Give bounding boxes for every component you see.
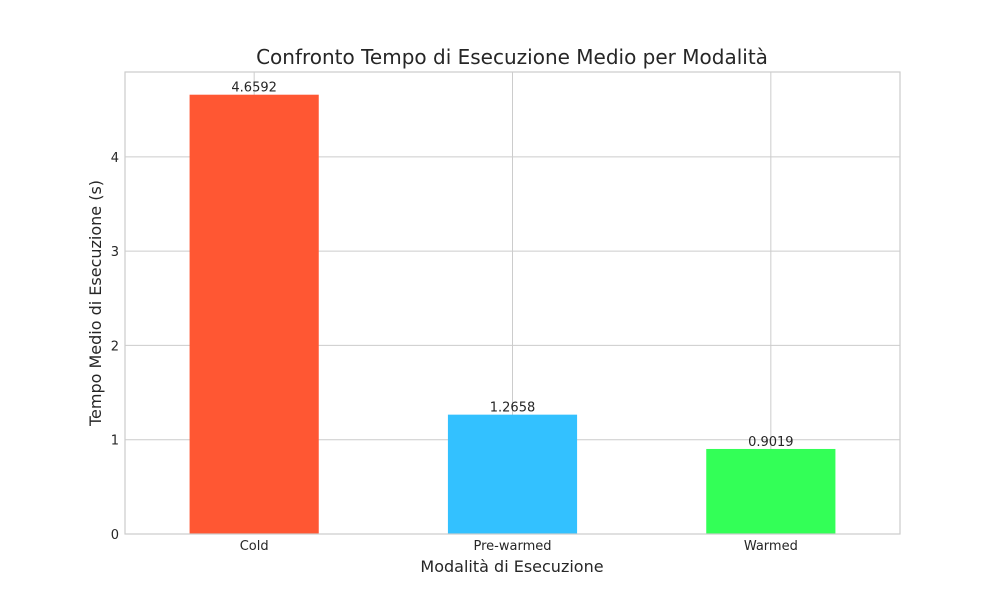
data-label: 4.6592 [231,81,277,96]
bar-cold [189,94,319,534]
bar-pre-warmed [447,414,578,534]
y-tick-label: 0 [111,528,119,543]
x-axis-ticks: Cold Pre-warmed Warmed [240,539,798,554]
y-tick-label: 2 [111,339,119,354]
x-tick-label: Warmed [744,539,798,554]
bar-warmed [706,448,836,534]
y-tick-label: 3 [111,245,119,260]
data-labels: 4.6592 1.2658 0.9019 [231,81,793,450]
chart-title: Confronto Tempo di Esecuzione Medio per … [256,45,768,69]
data-label: 1.2658 [490,401,536,416]
x-tick-label: Pre-warmed [474,539,552,554]
x-tick-label: Cold [240,539,269,554]
y-tick-label: 1 [111,434,119,449]
plot-frame [124,71,901,535]
bars [189,94,836,534]
data-label: 0.9019 [748,435,794,450]
y-axis-ticks: 0 1 2 3 4 [111,151,119,543]
y-tick-label: 4 [111,151,119,166]
y-axis-label: Tempo Medio di Esecuzione (s) [86,180,105,427]
x-axis-label: Modalità di Esecuzione [420,557,603,576]
